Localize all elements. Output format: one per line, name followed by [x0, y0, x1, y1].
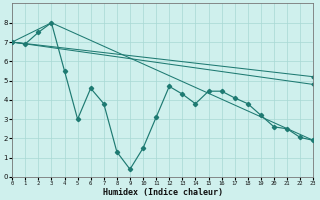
X-axis label: Humidex (Indice chaleur): Humidex (Indice chaleur)	[103, 188, 223, 197]
